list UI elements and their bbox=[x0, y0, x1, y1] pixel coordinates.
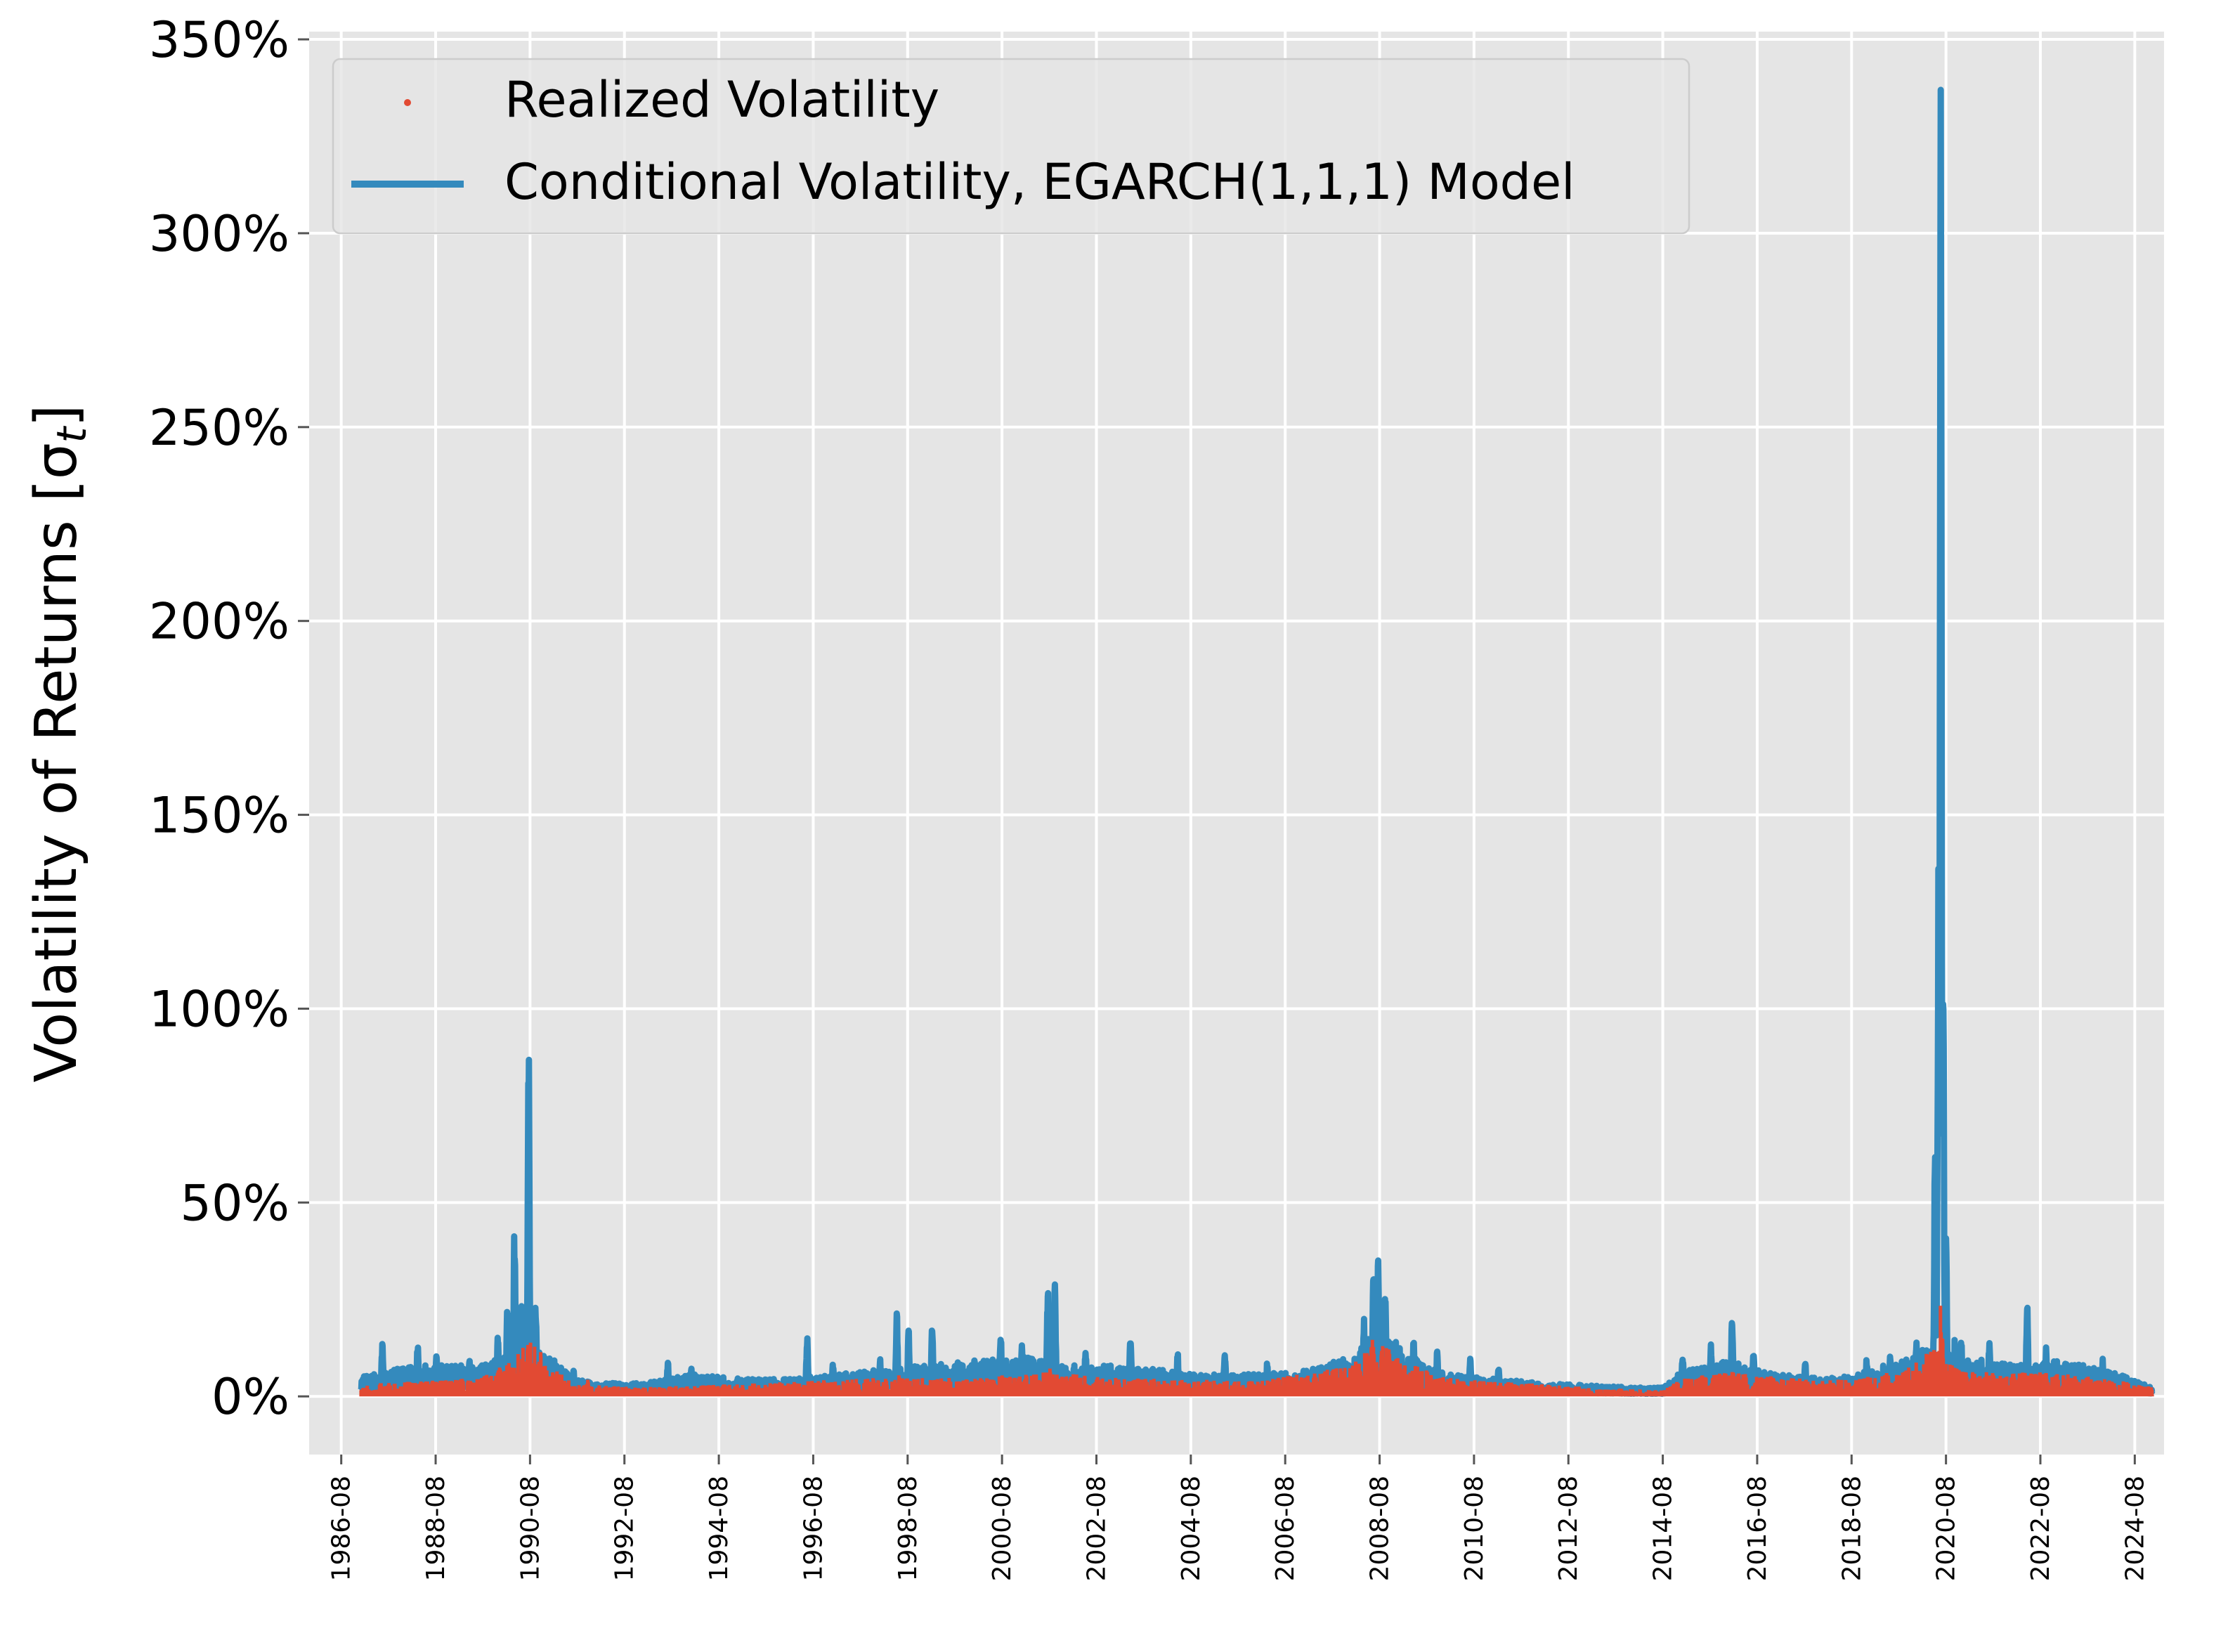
x-tick-label: 2018-08 bbox=[1837, 1476, 1866, 1581]
y-tick-label: 200% bbox=[149, 593, 289, 651]
x-tick-label: 2016-08 bbox=[1743, 1476, 1772, 1581]
legend-label-realized: Realized Volatility bbox=[504, 71, 939, 129]
x-tick-label: 2006-08 bbox=[1271, 1476, 1300, 1581]
realized-volatility-series bbox=[359, 1306, 2154, 1397]
plot-area bbox=[309, 32, 2164, 1455]
legend: Realized Volatility Conditional Volatili… bbox=[332, 58, 1690, 235]
legend-label-conditional: Conditional Volatility, EGARCH(1,1,1) Mo… bbox=[504, 153, 1575, 211]
legend-box bbox=[332, 58, 1690, 235]
x-tick-label: 2022-08 bbox=[2026, 1476, 2055, 1581]
y-axis-ticks: 0% 50% 100% 150% 200% 250% 300% 350% bbox=[149, 11, 309, 1426]
x-tick-label: 1986-08 bbox=[327, 1476, 356, 1581]
y-tick-label: 350% bbox=[149, 11, 289, 69]
x-axis-ticks: 1986-08 1988-08 1990-08 1992-08 1994-08 1996-… bbox=[327, 1455, 2149, 1581]
legend-marker-realized bbox=[404, 99, 411, 106]
y-axis-label-close: ] bbox=[23, 405, 90, 427]
x-tick-label: 2004-08 bbox=[1177, 1476, 1206, 1581]
x-tick-label: 2020-08 bbox=[1932, 1476, 1961, 1581]
y-axis-label-main: Volatility of Returns [σ bbox=[23, 443, 90, 1082]
x-tick-label: 1994-08 bbox=[705, 1476, 734, 1581]
y-tick-label: 50% bbox=[180, 1174, 289, 1232]
realized-volatility-markers bbox=[359, 1306, 2154, 1397]
x-tick-label: 1992-08 bbox=[611, 1476, 639, 1581]
x-tick-label: 2012-08 bbox=[1554, 1476, 1583, 1581]
x-tick-label: 2014-08 bbox=[1649, 1476, 1678, 1581]
x-tick-label: 1998-08 bbox=[894, 1476, 923, 1581]
y-tick-label: 150% bbox=[149, 787, 289, 845]
x-tick-label: 2024-08 bbox=[2120, 1476, 2149, 1581]
grid-lines bbox=[309, 32, 2164, 1455]
y-axis-label: Volatility of Returns [σt] bbox=[23, 405, 96, 1083]
x-tick-label: 1996-08 bbox=[799, 1476, 828, 1581]
y-axis-label-subscript: t bbox=[48, 425, 96, 443]
x-tick-label: 2008-08 bbox=[1366, 1476, 1395, 1581]
y-tick-label: 100% bbox=[149, 980, 289, 1038]
x-tick-label: 2000-08 bbox=[988, 1476, 1017, 1581]
y-tick-label: 300% bbox=[149, 205, 289, 263]
y-tick-label: 0% bbox=[211, 1368, 289, 1426]
y-tick-label: 250% bbox=[149, 399, 289, 457]
x-tick-label: 1990-08 bbox=[516, 1476, 545, 1581]
x-tick-label: 2002-08 bbox=[1082, 1476, 1111, 1581]
x-tick-label: 2010-08 bbox=[1460, 1476, 1489, 1581]
x-tick-label: 1988-08 bbox=[422, 1476, 450, 1581]
